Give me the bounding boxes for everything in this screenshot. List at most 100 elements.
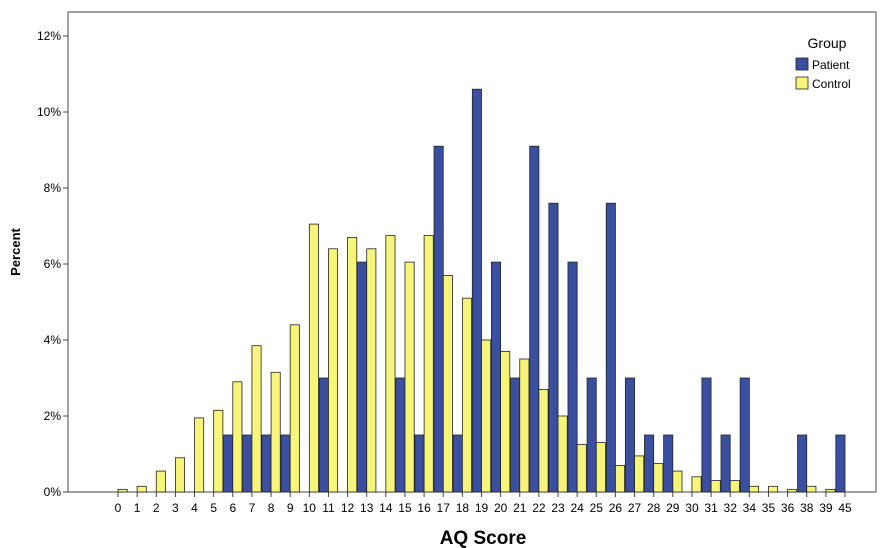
legend-swatch-patient bbox=[795, 57, 809, 71]
y-tick-label: 10% bbox=[37, 105, 61, 119]
bar-control-3 bbox=[174, 457, 185, 493]
bar-patient-34 bbox=[739, 377, 750, 493]
x-axis: 0 1 2 3 4 5 6 7 8 9 10 11 12 13 14 15 16 17 18 19 20 21 22 23 24… bbox=[115, 492, 852, 515]
bar-patient-25 bbox=[586, 377, 597, 493]
x-tick-label: 15 bbox=[398, 501, 412, 515]
x-tick-label: 10 bbox=[303, 501, 317, 515]
x-tick-label: 4 bbox=[191, 501, 198, 515]
x-tick-label: 7 bbox=[249, 501, 256, 515]
bar-control-13 bbox=[366, 248, 377, 493]
bar-control-19 bbox=[481, 339, 492, 493]
bar-control-34 bbox=[748, 485, 759, 493]
legend-title: Group bbox=[808, 35, 847, 51]
y-tick-label: 8% bbox=[44, 181, 62, 195]
bar-control-31 bbox=[710, 480, 721, 493]
x-tick-label: 9 bbox=[287, 501, 294, 515]
y-axis: 0% 2% 4% 6% 8% 10% 12% bbox=[37, 29, 68, 499]
x-tick-label: 36 bbox=[781, 501, 795, 515]
legend: Group Patient Control bbox=[795, 35, 851, 91]
x-tick-label: 18 bbox=[456, 501, 470, 515]
bar-patient-27 bbox=[624, 377, 635, 493]
bar-control-26 bbox=[615, 464, 626, 493]
x-axis-title: AQ Score bbox=[440, 528, 527, 548]
x-tick-label: 25 bbox=[590, 501, 604, 515]
bar-control-21 bbox=[519, 358, 530, 493]
bar-patient-18 bbox=[452, 434, 463, 493]
bar-control-1 bbox=[136, 485, 147, 493]
bar-control-29 bbox=[672, 470, 683, 493]
bar-control-35 bbox=[768, 485, 779, 493]
legend-swatch-control bbox=[795, 76, 809, 90]
x-tick-label: 27 bbox=[628, 501, 642, 515]
x-tick-label: 5 bbox=[210, 501, 217, 515]
x-tick-label: 32 bbox=[724, 501, 738, 515]
x-tick-label: 3 bbox=[172, 501, 179, 515]
bar-control-32 bbox=[729, 480, 740, 493]
bar-control-14 bbox=[385, 235, 396, 493]
x-tick-label: 30 bbox=[685, 501, 699, 515]
legend-label-control: Control bbox=[812, 77, 851, 91]
bar-patient-24 bbox=[567, 261, 578, 493]
bar-control-7 bbox=[251, 345, 262, 493]
bars-group bbox=[117, 88, 846, 493]
bar-control-8 bbox=[270, 371, 281, 493]
bar-control-36 bbox=[787, 488, 798, 493]
x-tick-label: 14 bbox=[379, 501, 393, 515]
bar-patient-26 bbox=[605, 202, 616, 493]
x-tick-label: 16 bbox=[417, 501, 431, 515]
bar-patient-38 bbox=[797, 434, 808, 493]
bar-patient-23 bbox=[548, 202, 559, 493]
bar-patient-19 bbox=[471, 88, 482, 493]
bar-patient-8 bbox=[261, 434, 272, 493]
bar-patient-16 bbox=[414, 434, 425, 493]
y-tick-label: 6% bbox=[44, 257, 62, 271]
bar-patient-9 bbox=[280, 434, 291, 493]
x-tick-label: 23 bbox=[551, 501, 565, 515]
x-tick-label: 0 bbox=[115, 501, 122, 515]
bar-patient-22 bbox=[529, 145, 540, 493]
bar-control-12 bbox=[347, 236, 358, 493]
bar-control-23 bbox=[557, 415, 568, 493]
bar-control-2 bbox=[155, 470, 166, 493]
x-tick-label: 12 bbox=[341, 501, 355, 515]
x-tick-label: 34 bbox=[743, 501, 757, 515]
bar-control-10 bbox=[308, 223, 319, 493]
bar-patient-45 bbox=[835, 434, 846, 493]
bar-patient-13 bbox=[357, 261, 368, 493]
bar-patient-7 bbox=[242, 434, 253, 493]
x-tick-label: 2 bbox=[153, 501, 160, 515]
x-tick-label: 20 bbox=[494, 501, 508, 515]
x-tick-label: 38 bbox=[800, 501, 814, 515]
x-tick-label: 1 bbox=[134, 501, 141, 515]
bar-control-30 bbox=[691, 476, 702, 493]
y-tick-label: 12% bbox=[37, 29, 61, 43]
bar-control-4 bbox=[194, 417, 205, 493]
y-tick-label: 0% bbox=[44, 485, 62, 499]
legend-label-patient: Patient bbox=[812, 58, 850, 72]
bar-patient-21 bbox=[510, 377, 521, 493]
bar-control-18 bbox=[461, 297, 472, 493]
bar-control-11 bbox=[328, 248, 339, 493]
x-tick-label: 24 bbox=[570, 501, 584, 515]
bar-patient-32 bbox=[720, 434, 731, 493]
x-tick-label: 13 bbox=[360, 501, 374, 515]
y-tick-label: 4% bbox=[44, 333, 62, 347]
bar-control-28 bbox=[653, 463, 664, 493]
bar-control-39 bbox=[825, 488, 836, 493]
bar-control-0 bbox=[117, 488, 128, 493]
bar-patient-29 bbox=[663, 434, 674, 493]
x-tick-label: 29 bbox=[666, 501, 680, 515]
x-tick-label: 31 bbox=[704, 501, 718, 515]
bar-control-5 bbox=[213, 409, 224, 493]
bar-control-27 bbox=[634, 455, 645, 493]
bar-patient-11 bbox=[318, 377, 329, 493]
x-tick-label: 39 bbox=[819, 501, 833, 515]
bar-control-9 bbox=[289, 324, 300, 493]
bar-control-6 bbox=[232, 381, 243, 493]
x-tick-label: 19 bbox=[475, 501, 489, 515]
bar-patient-31 bbox=[701, 377, 712, 493]
bar-patient-6 bbox=[223, 434, 234, 493]
x-tick-label: 8 bbox=[268, 501, 275, 515]
bar-control-38 bbox=[806, 485, 817, 493]
